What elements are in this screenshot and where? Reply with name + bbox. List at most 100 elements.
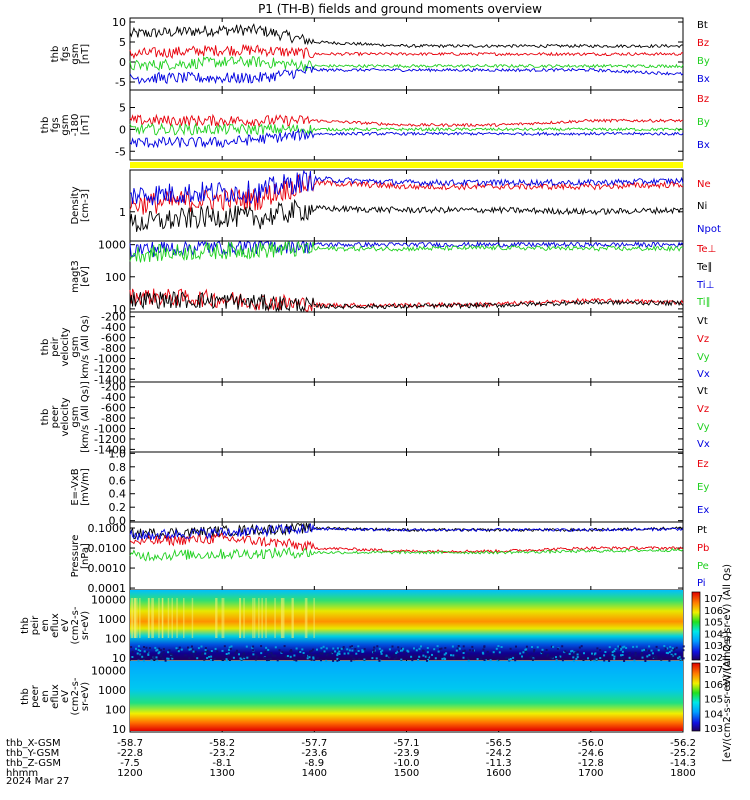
spectrogram-speckle (342, 647, 345, 650)
spectrogram-speckle (531, 646, 533, 648)
spectrogram-speckle (205, 650, 208, 653)
spectrogram-streak (304, 598, 307, 638)
spectrogram-speckle (628, 656, 631, 659)
spectrogram-speckle (137, 659, 140, 662)
spectrogram-streak (151, 598, 153, 638)
spectrogram-speckle (608, 646, 611, 649)
spectrogram-speckle (439, 648, 442, 651)
spectrogram-speckle (148, 647, 151, 650)
spectrogram-speckle (541, 651, 543, 653)
spectrogram-speckle (168, 649, 171, 652)
spectrogram-speckle (519, 652, 522, 655)
ephemeris-value: -58.7 (117, 738, 143, 749)
spectrogram-speckle (135, 647, 137, 650)
spectrogram-streak (183, 598, 185, 638)
spectrogram-streak (221, 598, 223, 638)
legend-Vz: Vz (697, 334, 709, 345)
ephemeris-value: -8.1 (212, 758, 232, 769)
series-fgs-dsl-Bz (129, 113, 684, 128)
spectrogram-speckle (329, 652, 332, 655)
spectrogram-speckle (395, 656, 398, 659)
spectrogram-speckle (299, 651, 302, 653)
spectrogram-speckle (676, 655, 679, 658)
spectrogram-speckle (351, 645, 354, 648)
spectrogram-speckle (472, 649, 475, 652)
y-tick-label: -1400 (94, 443, 126, 456)
spectrogram-speckle (176, 649, 179, 651)
spectrogram-streak (280, 598, 283, 638)
spectrogram-speckle (666, 647, 669, 650)
spectrogram-speckle (620, 654, 622, 657)
legend-Pe: Pe (697, 561, 709, 572)
y-tick-label: -400 (101, 391, 126, 404)
spectrogram-speckle (190, 651, 193, 654)
ephemeris-value: -24.2 (486, 748, 512, 759)
spectrogram-speckle (223, 645, 226, 648)
spectrogram-speckle (139, 653, 142, 656)
y-axis-label-line: eflux (50, 684, 61, 709)
spectrogram-speckle (396, 650, 399, 653)
spectrogram-speckle (378, 647, 381, 650)
ephemeris-value: -10.0 (394, 758, 420, 769)
spectrogram-speckle (323, 650, 326, 653)
spectrogram-speckle (541, 648, 544, 651)
legend-Vx: Vx (697, 439, 710, 450)
y-tick-label: 1000 (98, 613, 126, 626)
spectrogram-speckle (515, 645, 517, 648)
y-axis-label-line: peir (50, 336, 61, 356)
spectrogram-speckle (498, 651, 501, 654)
spectrogram-speckle (313, 659, 316, 661)
y-axis-label: E=-VxB [mV/m] (70, 468, 91, 506)
spectrogram-speckle (596, 647, 599, 650)
spectrogram-speckle (451, 645, 454, 648)
spectrogram-speckle (375, 657, 378, 660)
panel-temperature: 1000 100 10 magt3 [eV] Te⊥ Te∥ Ti⊥ Ti∥ (70, 239, 716, 316)
spectrogram-speckle (227, 655, 229, 658)
spectrogram-speckle (484, 659, 487, 662)
spectrogram-speckle (679, 658, 682, 661)
ephemeris-value: -58.2 (209, 738, 235, 749)
spectrogram-speckle (309, 654, 312, 657)
spectrogram-speckle (376, 645, 379, 648)
spectrogram-speckle (414, 655, 417, 658)
y-tick-label: 5 (119, 36, 126, 49)
y-axis-label-line: fgs (60, 46, 71, 61)
spectrogram-speckle (509, 658, 512, 660)
spectrogram-speckle (265, 646, 268, 649)
y-axis-label: thb peer en eflux eV (cm2-s-sr-eV) (20, 677, 91, 715)
spectrogram-speckle (657, 649, 660, 652)
spectrogram-speckle (238, 653, 240, 656)
spectrogram-speckle (401, 647, 403, 650)
spectrogram-speckle (482, 648, 485, 651)
spectrogram-speckle (166, 657, 169, 660)
spectrogram-speckle (462, 656, 465, 659)
spectrogram-speckle (655, 645, 658, 648)
spectrogram-speckle (332, 659, 335, 662)
spectrogram-speckle (325, 647, 328, 650)
spectrogram-speckle (161, 657, 164, 660)
spectrogram-speckle (619, 645, 622, 648)
spectrogram-speckle (410, 655, 413, 658)
spectrogram-speckle (550, 645, 553, 648)
spectrogram-speckle (407, 653, 410, 656)
colorbar-tick-label: 104 (704, 709, 723, 720)
spectrogram-streak (171, 598, 173, 638)
spectrogram-speckle (227, 652, 230, 655)
spectrogram-speckle (310, 650, 313, 652)
spectrogram-speckle (192, 653, 195, 656)
spectrogram-speckle (677, 657, 680, 660)
y-axis-label-line: km/s (All Qs) (80, 315, 91, 379)
legend-Ex: Ex (697, 505, 709, 516)
y-axis-label: thb fgs gsm -180 [nT] (40, 114, 91, 137)
spectrogram-speckle (201, 653, 204, 656)
spectrogram-speckle (557, 656, 560, 659)
y-axis-label-line: [nT] (80, 115, 91, 135)
spectrogram-speckle (576, 653, 579, 656)
ephemeris-value: -56.2 (670, 738, 696, 749)
spectrogram-speckle (260, 645, 263, 648)
spectrogram-speckle (453, 657, 456, 660)
spectrogram-speckle (540, 652, 543, 655)
spectrogram-speckle (514, 653, 517, 656)
legend-Pi: Pi (697, 578, 706, 589)
spectrogram-speckle (156, 659, 159, 662)
